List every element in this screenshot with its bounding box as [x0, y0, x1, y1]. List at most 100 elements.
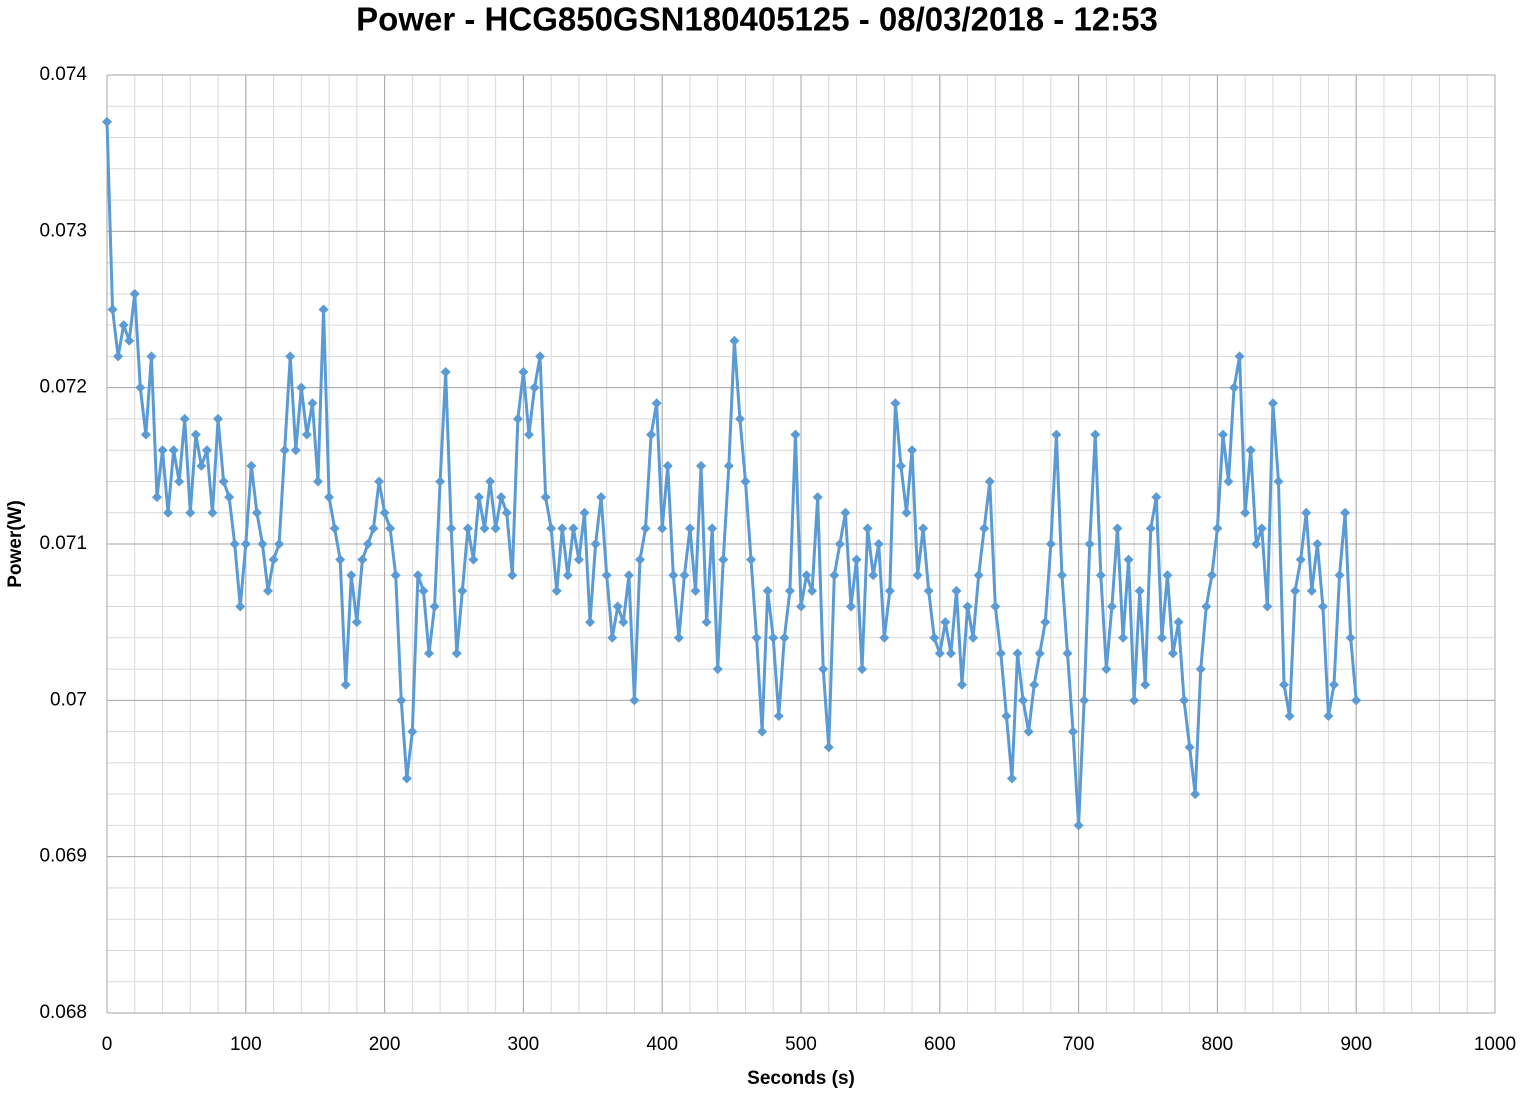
data-point: [1018, 695, 1029, 706]
data-point: [457, 585, 468, 596]
data-point: [418, 585, 429, 596]
data-point: [185, 507, 196, 518]
data-point: [163, 507, 174, 518]
data-point: [1051, 429, 1062, 440]
data-point: [590, 539, 601, 549]
y-tick-label: 0.072: [39, 377, 87, 398]
data-point: [1190, 789, 1201, 800]
x-tick-label: 400: [646, 1034, 678, 1055]
data-point: [535, 351, 546, 362]
data-point: [857, 664, 868, 675]
data-point: [612, 601, 623, 612]
data-point: [979, 523, 990, 534]
data-point: [1045, 539, 1056, 549]
data-point: [812, 492, 823, 503]
data-point: [479, 523, 490, 534]
data-point: [884, 585, 895, 596]
data-point: [773, 710, 784, 721]
data-point: [796, 601, 806, 612]
data-point: [279, 445, 290, 456]
data-point: [1323, 710, 1334, 721]
data-point: [690, 585, 701, 596]
data-point: [1217, 429, 1228, 440]
data-point: [240, 539, 251, 549]
data-point: [118, 320, 129, 331]
data-point: [1145, 523, 1156, 534]
data-point: [1234, 351, 1245, 362]
data-point: [601, 570, 612, 581]
data-point: [190, 429, 201, 440]
data-point: [318, 304, 329, 315]
data-point: [679, 570, 690, 581]
data-point: [634, 554, 645, 565]
data-point: [229, 539, 240, 549]
y-tick-label: 0.071: [39, 533, 87, 554]
data-point: [646, 429, 657, 440]
data-point: [346, 570, 357, 581]
data-point: [1351, 695, 1362, 706]
data-point: [596, 492, 607, 503]
data-point: [174, 476, 185, 487]
data-point: [301, 429, 312, 440]
data-point: [579, 507, 590, 518]
data-point: [696, 460, 707, 471]
data-point: [929, 632, 940, 643]
data-point: [834, 539, 845, 549]
data-point: [1118, 632, 1129, 643]
data-point: [312, 476, 323, 487]
data-point: [140, 429, 151, 440]
data-point: [1156, 632, 1167, 643]
data-point: [257, 539, 268, 549]
data-point: [907, 445, 918, 456]
data-point: [1262, 601, 1273, 612]
data-point: [1123, 554, 1134, 565]
data-point: [157, 445, 168, 456]
data-point: [901, 507, 912, 518]
data-point: [918, 523, 929, 534]
data-point: [523, 429, 534, 440]
data-point: [1223, 476, 1234, 487]
data-point: [529, 382, 540, 393]
data-point: [779, 632, 790, 643]
data-point: [1001, 710, 1012, 721]
data-point: [263, 585, 274, 596]
data-point: [1129, 695, 1140, 706]
x-tick-label: 700: [1063, 1034, 1095, 1055]
data-point: [968, 632, 979, 643]
data-point: [718, 554, 729, 565]
data-point: [1212, 523, 1223, 534]
data-point: [446, 523, 457, 534]
data-point: [940, 617, 951, 628]
data-point: [1079, 695, 1090, 706]
data-point: [951, 585, 962, 596]
data-point: [329, 523, 340, 534]
data-point: [1306, 585, 1317, 596]
data-point: [1140, 679, 1151, 690]
data-point: [618, 617, 629, 628]
data-point: [1290, 585, 1301, 596]
data-point: [268, 554, 279, 565]
data-point: [707, 523, 718, 534]
data-point: [1245, 445, 1256, 456]
y-tick-label: 0.073: [39, 220, 87, 241]
data-point: [1312, 539, 1323, 549]
data-point: [1267, 398, 1278, 409]
data-point: [290, 445, 301, 456]
data-point: [757, 726, 768, 737]
data-point: [374, 476, 385, 487]
x-tick-label: 900: [1340, 1034, 1372, 1055]
data-point: [296, 382, 307, 393]
data-point: [762, 585, 773, 596]
data-point: [1073, 820, 1084, 831]
data-point: [868, 570, 879, 581]
data-point: [485, 476, 496, 487]
data-point: [385, 523, 396, 534]
data-point: [518, 367, 529, 378]
data-point: [151, 492, 162, 503]
data-point: [1328, 679, 1339, 690]
data-point: [784, 585, 795, 596]
data-point: [746, 554, 757, 565]
data-point: [668, 570, 679, 581]
y-tick-label: 0.068: [39, 1002, 87, 1023]
